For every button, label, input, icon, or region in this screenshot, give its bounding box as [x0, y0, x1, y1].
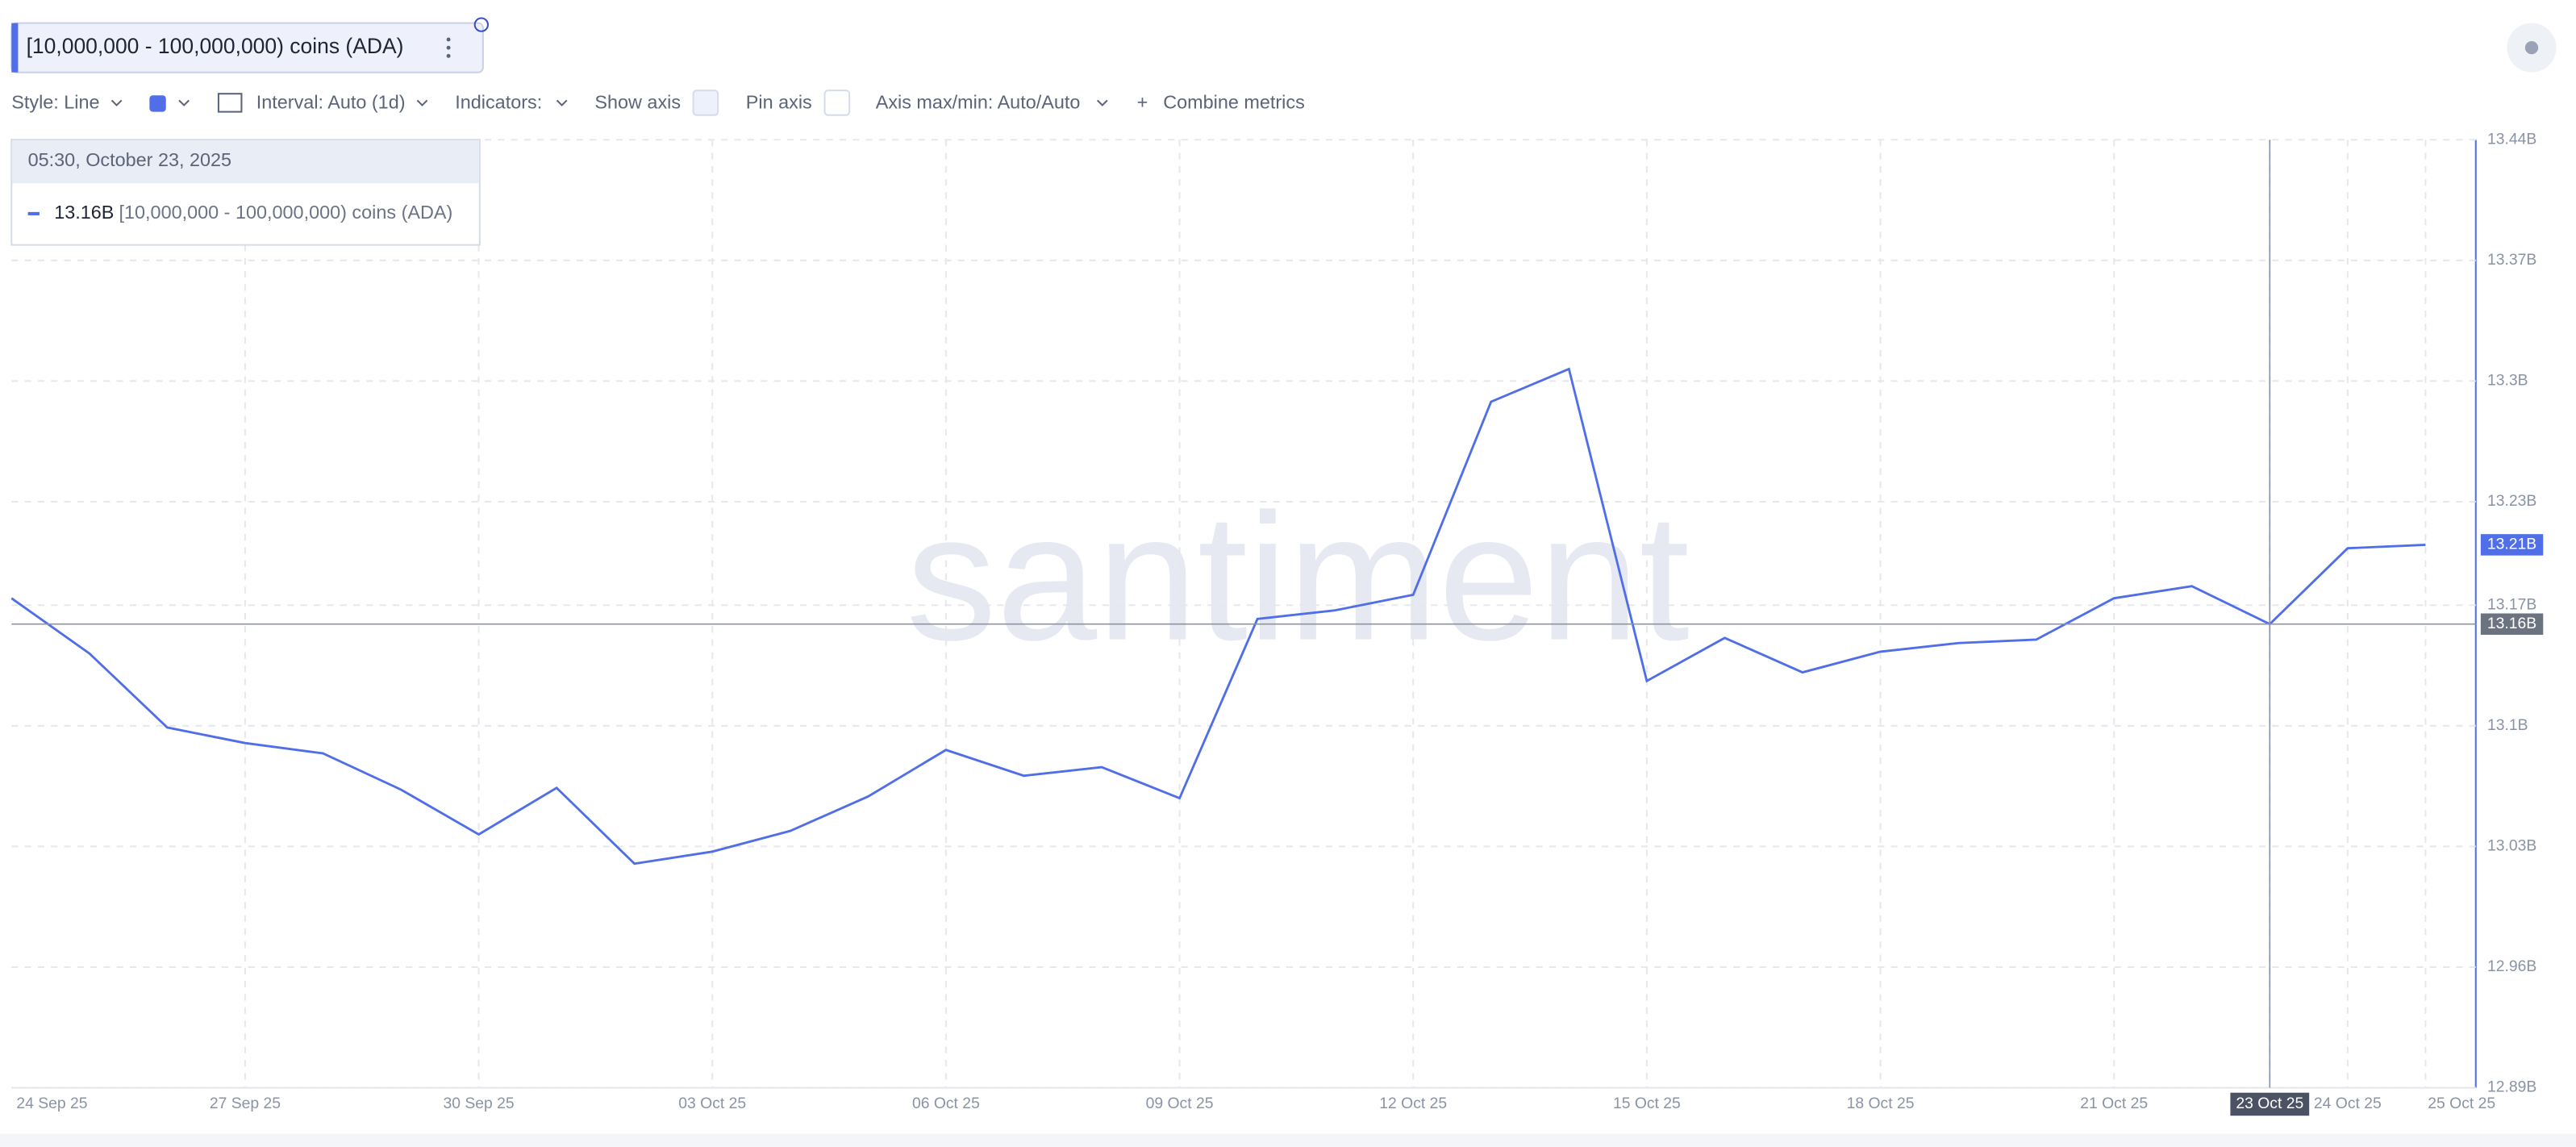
x-tick-label: 09 Oct 25 — [1146, 1095, 1214, 1112]
settings-dot — [2524, 41, 2539, 55]
x-tick-label: 30 Sep 25 — [443, 1095, 514, 1112]
y-tick-label: 13.03B — [2487, 837, 2536, 855]
crosshair-x-label: 23 Oct 25 — [2236, 1095, 2303, 1112]
y-tick-label: 13.3B — [2487, 372, 2528, 390]
tooltip-header — [12, 140, 479, 184]
last-value-badge — [2480, 534, 2544, 556]
chevron — [110, 99, 123, 106]
x-tick-label: 12 Oct 25 — [1379, 1095, 1447, 1112]
y-tick-label: 13.37B — [2487, 251, 2536, 269]
watermark: santiment — [907, 477, 1690, 678]
color-select[interactable] — [149, 95, 166, 112]
interval-select[interactable]: Interval: Auto (1d) — [256, 92, 406, 113]
chevron — [416, 99, 428, 106]
metric-icon — [473, 17, 490, 32]
chevron — [178, 99, 190, 106]
indicators-select[interactable]: Indicators: — [455, 92, 542, 113]
x-tick-label: 25 Oct 25 — [2428, 1095, 2495, 1112]
combine-metrics[interactable]: Combine metrics — [1163, 92, 1305, 113]
x-tick-label: 18 Oct 25 — [1847, 1095, 1915, 1112]
y-tick-label: 12.96B — [2487, 957, 2536, 975]
x-tick-label: 06 Oct 25 — [912, 1095, 980, 1112]
y-tick-label: 12.89B — [2487, 1078, 2536, 1096]
metric-menu[interactable] — [446, 37, 451, 58]
x-tick-label: 27 Sep 25 — [210, 1095, 281, 1112]
combine-icon: + — [1137, 92, 1148, 113]
x-tick-label: 21 Oct 25 — [2080, 1095, 2148, 1112]
metric-chip-accent — [11, 23, 19, 73]
axis-minmax-select[interactable]: Axis max/min: Auto/Auto — [876, 92, 1081, 113]
show-axis-toggle[interactable]: Show axis — [594, 92, 681, 113]
y-tick-label: 13.44B — [2487, 130, 2536, 148]
chevron — [1096, 99, 1108, 106]
interval-icon — [217, 93, 243, 113]
y-tick-label: 13.23B — [2487, 492, 2536, 510]
crosshair-x-badge — [2230, 1092, 2310, 1116]
x-tick-label: 24 Sep 25 — [16, 1095, 87, 1112]
chevron — [556, 99, 568, 106]
navigator[interactable] — [0, 1133, 2576, 1147]
metric-title[interactable]: [10,000,000 - 100,000,000) coins (ADA) — [27, 34, 404, 58]
crosshair-value-label: 13.16B — [2487, 615, 2536, 632]
pin-axis-checkbox[interactable] — [823, 90, 851, 116]
x-tick-label: 03 Oct 25 — [678, 1095, 746, 1112]
tooltip-series-name: [10,000,000 - 100,000,000) coins (ADA) — [119, 202, 453, 223]
series-line — [10, 367, 2426, 865]
crosshair-value-badge — [2480, 613, 2544, 635]
x-tick-label: 15 Oct 25 — [1613, 1095, 1681, 1112]
tooltip-value: 13.16B — [54, 202, 114, 223]
style-select[interactable]: Style: Line — [11, 92, 99, 113]
tooltip-time: 05:30, October 23, 2025 — [28, 149, 231, 170]
y-tick-label: 13.1B — [2487, 716, 2528, 734]
show-axis-checkbox[interactable] — [692, 90, 719, 116]
x-tick-label: 24 Oct 25 — [2314, 1095, 2382, 1112]
y-tick-label: 13.17B — [2487, 595, 2536, 613]
last-value-label: 13.21B — [2487, 536, 2536, 553]
pin-axis-toggle[interactable]: Pin axis — [746, 92, 812, 113]
